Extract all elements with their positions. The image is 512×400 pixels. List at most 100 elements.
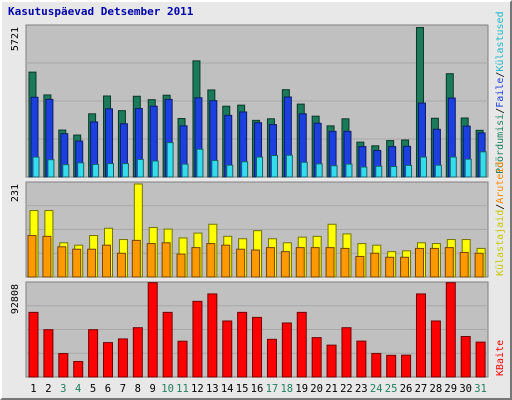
x-axis-label-day-6: 6 bbox=[105, 383, 111, 395]
bar-visits-day-15 bbox=[242, 162, 248, 177]
bar-hosts-day-28 bbox=[430, 248, 438, 277]
bar-hosts-day-9 bbox=[147, 244, 155, 277]
x-axis-label-day-9: 9 bbox=[150, 383, 156, 395]
bar-visits-day-5 bbox=[93, 164, 99, 177]
x-axis-label-day-20: 20 bbox=[310, 383, 323, 395]
bar-visits-day-6 bbox=[108, 164, 114, 177]
bar-visits-day-22 bbox=[346, 164, 352, 177]
x-axis-label-day-13: 13 bbox=[206, 383, 219, 395]
bar-hosts-day-7 bbox=[117, 253, 125, 277]
bar-kbytes-day-14 bbox=[223, 321, 232, 377]
bar-visits-day-19 bbox=[301, 162, 307, 177]
bar-kbytes-day-26 bbox=[402, 355, 411, 377]
bar-visits-day-23 bbox=[361, 167, 367, 177]
bar-kbytes-day-30 bbox=[461, 337, 470, 377]
x-axis-label-day-24: 24 bbox=[370, 383, 383, 395]
bar-hosts-day-14 bbox=[222, 245, 230, 277]
bar-hosts-day-11 bbox=[177, 254, 185, 277]
bar-hosts-day-1 bbox=[28, 236, 36, 277]
x-axis-label-day-30: 30 bbox=[459, 383, 472, 395]
bar-hosts-day-2 bbox=[43, 236, 51, 277]
bar-kbytes-day-22 bbox=[342, 328, 351, 377]
bar-kbytes-day-11 bbox=[178, 341, 187, 377]
x-axis-label-day-22: 22 bbox=[340, 383, 353, 395]
top-panel-legend: Pöördumisi/Faile/Külastused bbox=[495, 11, 506, 174]
bar-hosts-day-5 bbox=[88, 249, 96, 277]
bar-hosts-day-31 bbox=[475, 253, 483, 277]
legend-entry: Aruteid bbox=[495, 162, 506, 204]
x-axis-label-day-7: 7 bbox=[120, 383, 126, 395]
bar-visits-day-30 bbox=[465, 159, 471, 177]
bar-kbytes-day-12 bbox=[193, 301, 202, 377]
x-axis-label-day-8: 8 bbox=[135, 383, 141, 395]
bar-hosts-day-27 bbox=[415, 248, 423, 277]
x-axis-label-day-3: 3 bbox=[60, 383, 66, 395]
bar-hosts-day-16 bbox=[252, 250, 260, 277]
bar-hosts-day-20 bbox=[311, 248, 319, 277]
bar-visits-day-28 bbox=[435, 165, 441, 177]
middle-panel-legend: Külastajaid/Aruteid bbox=[495, 162, 506, 276]
x-axis-label-day-15: 15 bbox=[236, 383, 249, 395]
bar-visits-day-2 bbox=[48, 160, 54, 177]
bar-kbytes-day-20 bbox=[312, 338, 321, 377]
bar-visits-day-26 bbox=[406, 165, 412, 177]
bar-visits-day-27 bbox=[420, 157, 426, 177]
bar-kbytes-day-18 bbox=[282, 323, 291, 377]
bar-hosts-day-17 bbox=[266, 248, 274, 277]
bar-visits-day-24 bbox=[376, 166, 382, 177]
bar-hosts-day-8 bbox=[132, 240, 140, 277]
x-axis-label-day-29: 29 bbox=[444, 383, 457, 395]
bar-hosts-day-22 bbox=[341, 248, 349, 277]
bar-visits-day-25 bbox=[391, 167, 397, 177]
bar-visits-day-12 bbox=[197, 149, 203, 177]
bar-hosts-day-13 bbox=[207, 244, 215, 277]
bar-visits-day-20 bbox=[316, 164, 322, 177]
x-axis-label-day-25: 25 bbox=[385, 383, 398, 395]
bar-visits-day-17 bbox=[271, 156, 277, 177]
bar-visits-day-9 bbox=[152, 161, 158, 177]
legend-entry: Külastused bbox=[495, 11, 506, 71]
bar-kbytes-day-8 bbox=[133, 328, 142, 377]
x-axis-label-day-16: 16 bbox=[251, 383, 264, 395]
bar-kbytes-day-4 bbox=[74, 361, 83, 377]
bar-hosts-day-15 bbox=[237, 249, 245, 277]
bar-visits-day-4 bbox=[78, 163, 84, 177]
y-axis-max-label: 231 bbox=[10, 184, 21, 202]
bar-kbytes-day-2 bbox=[44, 330, 53, 377]
bar-visits-day-8 bbox=[137, 159, 143, 177]
bar-kbytes-day-25 bbox=[387, 355, 396, 377]
bar-visits-day-21 bbox=[331, 166, 337, 177]
bar-visits-day-18 bbox=[286, 155, 292, 177]
bar-kbytes-day-19 bbox=[297, 312, 306, 377]
x-axis-label-day-23: 23 bbox=[355, 383, 368, 395]
bar-visits-day-16 bbox=[257, 157, 263, 177]
bar-kbytes-day-28 bbox=[431, 321, 440, 377]
bar-kbytes-day-15 bbox=[238, 312, 247, 377]
x-axis-label-day-17: 17 bbox=[266, 383, 279, 395]
bar-hosts-day-29 bbox=[445, 248, 453, 277]
x-axis-label-day-19: 19 bbox=[295, 383, 308, 395]
bar-visits-day-14 bbox=[227, 165, 233, 177]
bar-kbytes-day-3 bbox=[59, 354, 68, 377]
bar-kbytes-day-10 bbox=[163, 312, 172, 377]
x-axis-label-day-2: 2 bbox=[45, 383, 51, 395]
bar-visits-day-1 bbox=[33, 157, 39, 177]
bar-kbytes-day-21 bbox=[327, 345, 336, 377]
bar-hosts-day-24 bbox=[371, 253, 379, 277]
bottom-panel-legend: KBaite bbox=[495, 340, 506, 376]
x-axis-label-day-28: 28 bbox=[430, 383, 443, 395]
bar-kbytes-day-23 bbox=[357, 341, 366, 377]
legend-entry: Faile bbox=[495, 78, 506, 108]
bar-kbytes-day-27 bbox=[416, 294, 425, 377]
bar-hosts-day-23 bbox=[356, 256, 364, 277]
x-axis-label-day-27: 27 bbox=[415, 383, 428, 395]
bar-hosts-day-4 bbox=[73, 249, 81, 277]
bar-kbytes-day-6 bbox=[104, 343, 113, 377]
bar-visits-day-13 bbox=[212, 160, 218, 177]
x-axis-label-day-5: 5 bbox=[90, 383, 96, 395]
bar-hosts-day-19 bbox=[296, 248, 304, 277]
x-axis-label-day-12: 12 bbox=[191, 383, 204, 395]
bar-visits-day-11 bbox=[182, 164, 188, 177]
bar-kbytes-day-29 bbox=[446, 283, 455, 377]
